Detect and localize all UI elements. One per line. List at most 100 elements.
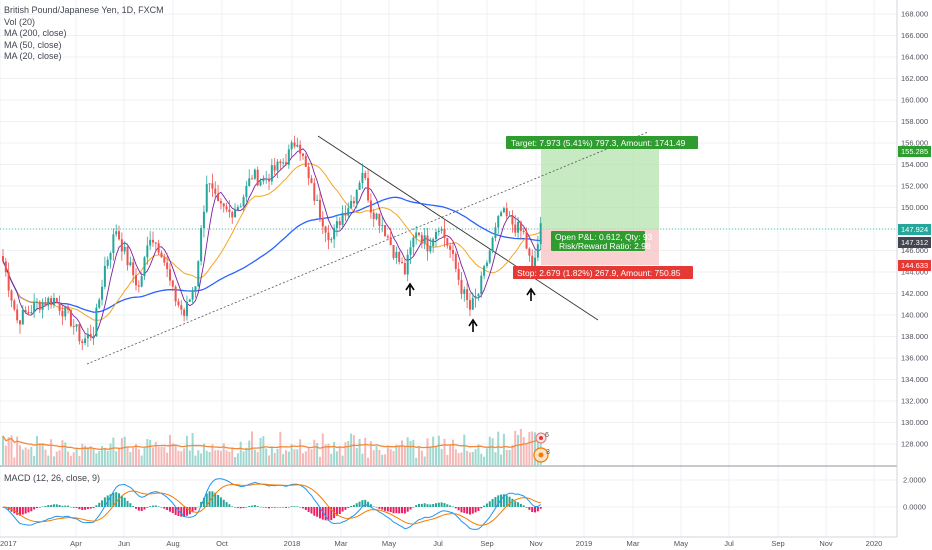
- macd-histogram-bar: [367, 501, 370, 507]
- time-tick-label: 2017: [0, 539, 17, 548]
- macd-histogram-bar: [525, 507, 528, 508]
- candle-body: [539, 223, 542, 245]
- candle-body: [355, 189, 358, 204]
- volume-bar: [327, 443, 330, 465]
- candle-body: [415, 232, 418, 238]
- macd-histogram-bar: [129, 503, 132, 507]
- candle-body: [471, 298, 474, 310]
- legend-ma200[interactable]: MA (200, close): [4, 28, 67, 38]
- volume-bar: [437, 435, 440, 465]
- volume-bar: [126, 447, 129, 465]
- svg-text:144.633: 144.633: [901, 261, 928, 270]
- volume-bar: [418, 446, 421, 465]
- candle-body: [183, 309, 186, 316]
- volume-bar: [406, 437, 409, 465]
- price-tick-label: 142.000: [901, 289, 928, 298]
- macd-histogram-bar: [505, 495, 508, 507]
- downward-trendline[interactable]: [317, 135, 599, 321]
- volume-bar: [451, 439, 454, 465]
- candle-body: [409, 247, 412, 255]
- upward-trendline[interactable]: [86, 131, 649, 365]
- candle-body: [364, 172, 367, 179]
- chart-legend: British Pound/Japanese Yen, 1D, FXCM Vol…: [4, 5, 164, 63]
- candle-body: [157, 243, 160, 253]
- candle-body: [483, 266, 486, 276]
- stop-label[interactable]: Stop: 2.679 (1.82%) 267.9, Amount: 750.8…: [513, 266, 693, 279]
- macd-legend[interactable]: MACD (12, 26, close, 9): [4, 473, 101, 483]
- volume-bar: [256, 452, 259, 465]
- price-tick-label: 156.000: [901, 139, 928, 148]
- macd-histogram-bar: [293, 506, 296, 507]
- volume-bar: [180, 451, 183, 465]
- candle-body: [219, 201, 222, 204]
- candle-body: [75, 324, 78, 327]
- event-marker[interactable]: 3: [533, 447, 550, 463]
- macd-histogram-bar: [440, 502, 443, 507]
- macd-histogram-bar: [347, 507, 350, 508]
- candle-body: [2, 256, 4, 262]
- macd-histogram-bar: [316, 507, 319, 517]
- macd-histogram-bar: [236, 507, 239, 508]
- volume-bar: [474, 449, 477, 465]
- volume-bar: [318, 456, 321, 465]
- candle-body: [146, 245, 149, 258]
- macd-histogram-bar: [211, 491, 214, 507]
- macd-histogram-bar: [33, 507, 36, 510]
- volume-bar: [386, 446, 389, 465]
- legend-volume[interactable]: Vol (20): [4, 16, 36, 27]
- price-tick-label: 160.000: [901, 96, 928, 105]
- macd-histogram-bar: [219, 497, 222, 507]
- candle-body: [50, 298, 53, 305]
- macd-histogram-bar: [52, 504, 55, 507]
- candle-body: [324, 226, 327, 233]
- candle-body: [160, 252, 163, 258]
- volume-bar: [426, 438, 429, 465]
- candle-body: [333, 228, 336, 240]
- volume-bar: [330, 453, 333, 465]
- candle-body: [256, 169, 259, 186]
- macd-histogram-bar: [282, 507, 285, 508]
- macd-histogram-bar: [18, 507, 21, 516]
- macd-histogram-bar: [488, 501, 491, 507]
- volume-bar: [248, 440, 251, 465]
- macd-histogram-bar: [384, 507, 387, 511]
- volume-bar: [200, 453, 203, 465]
- arrow-up-icon: [405, 282, 415, 296]
- candle-body: [488, 250, 491, 263]
- price-axis[interactable]: 128.000 130.000 132.000 134.000 136.000 138.0…: [901, 10, 928, 512]
- macd-histogram-bar: [185, 507, 188, 516]
- candle-body: [24, 310, 27, 313]
- macd-histogram-bar: [103, 497, 106, 507]
- pl-label[interactable]: Open P&L: 0.612, Qty: 93 Risk/Reward Rat…: [551, 231, 653, 251]
- volume-bar: [468, 452, 471, 465]
- volume-bar: [347, 441, 350, 465]
- time-axis[interactable]: 2017 Apr Jun Aug Oct 2018 Mar May Jul Sep Nov 2019 M…: [0, 539, 882, 548]
- macd-histogram-bar: [494, 497, 497, 507]
- macd-histogram-bar: [30, 507, 33, 512]
- legend-ma50[interactable]: MA (50, close): [4, 39, 62, 50]
- volume-bar: [202, 443, 205, 465]
- candles: [2, 135, 542, 351]
- candle-body: [429, 246, 432, 252]
- macd-histogram-bar: [420, 503, 423, 507]
- price-tick-label: 154.000: [901, 160, 928, 169]
- volume-bar: [197, 450, 200, 465]
- volume-bar: [415, 457, 418, 465]
- target-label[interactable]: Target: 7.973 (5.41%) 797.3, Amount: 174…: [506, 136, 698, 149]
- legend-ma20[interactable]: MA (20, close): [4, 51, 62, 61]
- ma200-line: [2, 196, 541, 313]
- volume-bar: [395, 444, 398, 465]
- macd-histogram-bar: [423, 503, 426, 507]
- volume-bar: [409, 440, 412, 465]
- candle-body: [500, 212, 503, 217]
- macd-histogram-bar: [491, 499, 494, 507]
- volume-bar: [64, 442, 67, 465]
- event-marker[interactable]: 6: [535, 432, 549, 444]
- volume-bar: [69, 456, 72, 465]
- candle-body: [166, 262, 169, 270]
- symbol-title[interactable]: British Pound/Japanese Yen, 1D, FXCM: [4, 5, 164, 15]
- macd-histogram-bar: [426, 504, 429, 507]
- volume-bar: [432, 436, 435, 465]
- volume-bar: [352, 435, 355, 465]
